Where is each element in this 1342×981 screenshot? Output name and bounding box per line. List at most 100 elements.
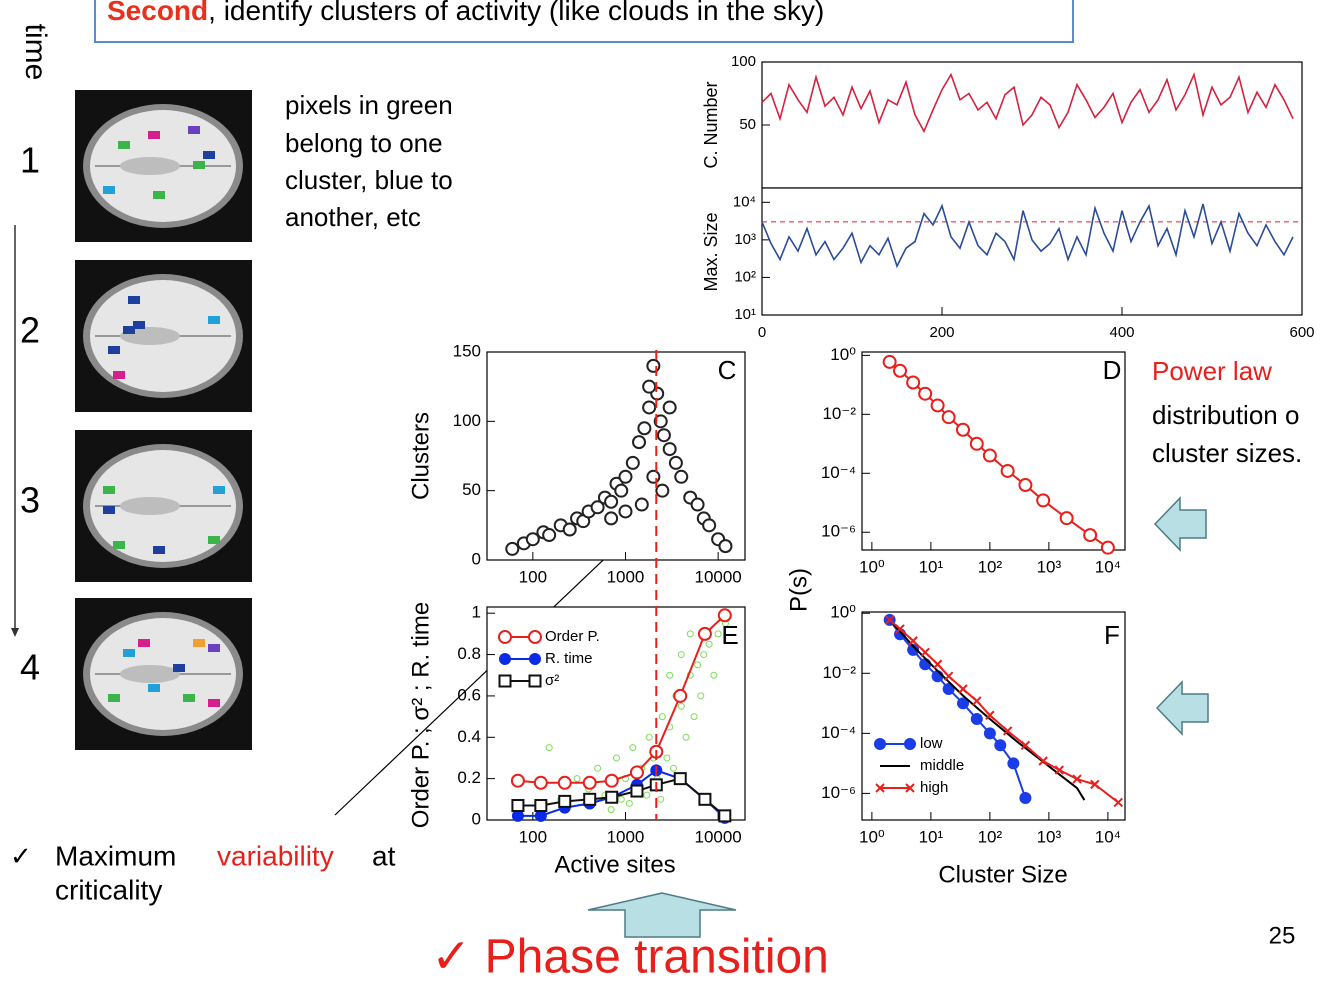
marker <box>718 809 732 823</box>
cluster-blob <box>113 541 125 549</box>
marker <box>956 697 969 710</box>
marker <box>908 636 918 646</box>
y-tick-label: 1 <box>472 603 481 622</box>
marker <box>955 422 970 437</box>
cluster-blob <box>108 346 120 354</box>
marker <box>658 713 666 721</box>
arrow-left <box>1155 680 1209 736</box>
frame-number: 2 <box>20 310 40 351</box>
cluster-blob <box>153 546 165 554</box>
marker <box>542 528 557 543</box>
marker <box>625 799 633 807</box>
note-text: at <box>372 840 396 871</box>
power-law-line: cluster sizes. <box>1152 438 1302 468</box>
marker <box>498 630 512 644</box>
marker <box>920 647 930 658</box>
marker <box>697 692 705 700</box>
marker <box>545 744 553 752</box>
frame-number: 4 <box>20 647 40 688</box>
x-tick-label: 0 <box>758 324 766 341</box>
marker <box>498 674 512 688</box>
marker <box>884 615 895 625</box>
marker <box>972 696 982 706</box>
marker <box>690 497 705 512</box>
plot-frame <box>861 611 1126 821</box>
marker <box>874 738 886 750</box>
panel-label: E <box>721 620 738 650</box>
caption-line: pixels in green <box>285 90 453 120</box>
marker <box>1020 740 1031 751</box>
marker <box>673 688 688 703</box>
cluster-blob <box>208 536 220 544</box>
marker <box>970 713 983 726</box>
y-tick-label: 10⁻⁶ <box>821 783 856 802</box>
series-line <box>888 619 1119 804</box>
marker <box>618 504 633 519</box>
cluster-blob <box>203 151 215 159</box>
note-text: criticality <box>55 874 162 905</box>
marker <box>690 713 698 721</box>
x-tick-label: 1000 <box>607 827 645 846</box>
brain-ventricle <box>120 157 180 175</box>
marker <box>594 764 602 772</box>
marker <box>1038 756 1048 766</box>
marker <box>637 421 652 436</box>
marker <box>941 410 956 425</box>
cluster-blob <box>213 486 225 494</box>
marker <box>528 630 542 644</box>
marker <box>613 754 621 762</box>
marker <box>642 379 657 394</box>
y-tick-label: 100 <box>453 411 481 430</box>
marker <box>982 448 997 463</box>
marker <box>662 400 677 415</box>
marker <box>645 733 653 741</box>
marker <box>607 806 615 814</box>
y-tick-label: 0.2 <box>457 768 481 787</box>
cluster-blob <box>188 126 200 134</box>
marker <box>630 784 644 798</box>
time-arrowhead <box>11 628 19 637</box>
series-line <box>517 777 726 817</box>
marker <box>558 794 572 808</box>
cluster-blob <box>103 506 115 514</box>
x-tick-label: 10³ <box>1037 827 1062 846</box>
marker <box>918 386 933 401</box>
y-axis-label: Max. Size <box>701 212 721 291</box>
x-axis-label: Active sites <box>554 851 675 878</box>
y-tick-label: 10⁴ <box>733 193 756 210</box>
marker <box>700 651 708 659</box>
y-axis-label: C. Number <box>701 81 721 168</box>
cluster-blob <box>208 699 220 707</box>
cluster-blob <box>123 326 135 334</box>
y-tick-label: 50 <box>739 116 756 133</box>
series-line <box>517 614 726 784</box>
marker <box>1019 792 1032 805</box>
marker <box>646 469 661 484</box>
marker <box>710 671 718 679</box>
marker <box>505 541 520 556</box>
marker <box>582 775 597 790</box>
marker <box>1113 797 1123 808</box>
marker <box>686 630 694 638</box>
marker <box>557 775 572 790</box>
marker <box>1100 540 1115 555</box>
marker <box>932 659 943 669</box>
power-law-line: distribution o <box>1152 400 1299 430</box>
marker <box>1002 726 1013 736</box>
marker <box>930 398 945 413</box>
cluster-blob <box>208 316 220 324</box>
marker <box>534 799 548 813</box>
caption-line: cluster, blue to <box>285 165 453 195</box>
note-emphasis: variability <box>217 840 334 871</box>
cluster-blob <box>133 321 145 329</box>
marker <box>604 511 619 526</box>
y-axis-label: Order P. ; σ² ; R. time <box>407 602 434 828</box>
marker <box>604 494 619 509</box>
marker <box>1072 774 1082 784</box>
y-tick-label: 0.4 <box>457 727 481 746</box>
marker <box>662 442 677 457</box>
cluster-blob <box>173 664 185 672</box>
marker <box>943 671 954 681</box>
cluster-blob <box>148 684 160 692</box>
marker <box>668 455 683 470</box>
